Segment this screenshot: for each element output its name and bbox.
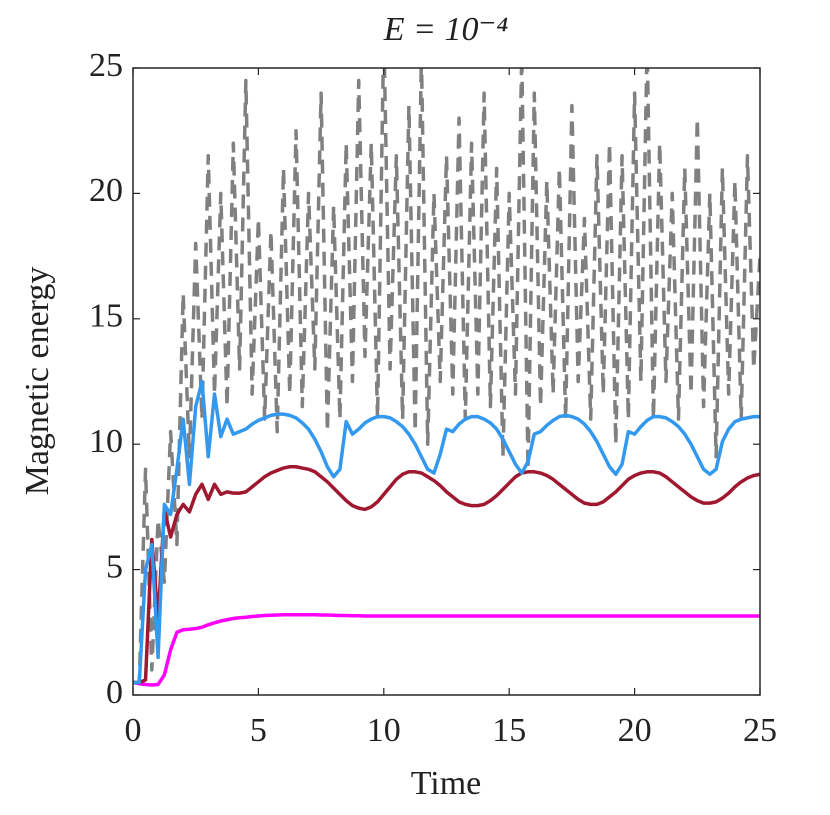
series-line [133, 465, 760, 685]
x-tick-label: 20 [618, 712, 652, 749]
x-axis-label: Time [411, 765, 482, 802]
y-tick-label: 5 [106, 548, 123, 585]
x-tick-label: 10 [367, 712, 401, 749]
y-tick-label: 20 [89, 172, 123, 209]
y-tick-label: 15 [89, 298, 123, 335]
axes-box [132, 67, 761, 696]
series-line [133, 379, 760, 685]
plot-area [133, 68, 760, 687]
x-tick-label: 25 [743, 712, 777, 749]
chart-title: E = 10⁻⁴ [383, 11, 509, 48]
y-tick-label: 25 [89, 47, 123, 84]
y-tick-label: 10 [89, 423, 123, 460]
x-tick-label: 0 [125, 712, 142, 749]
y-tick-label: 0 [106, 674, 123, 711]
x-tick-label: 5 [250, 712, 267, 749]
x-tick-label: 15 [492, 712, 526, 749]
y-axis-label: Magnetic energy [19, 267, 56, 496]
series-line [133, 612, 760, 687]
